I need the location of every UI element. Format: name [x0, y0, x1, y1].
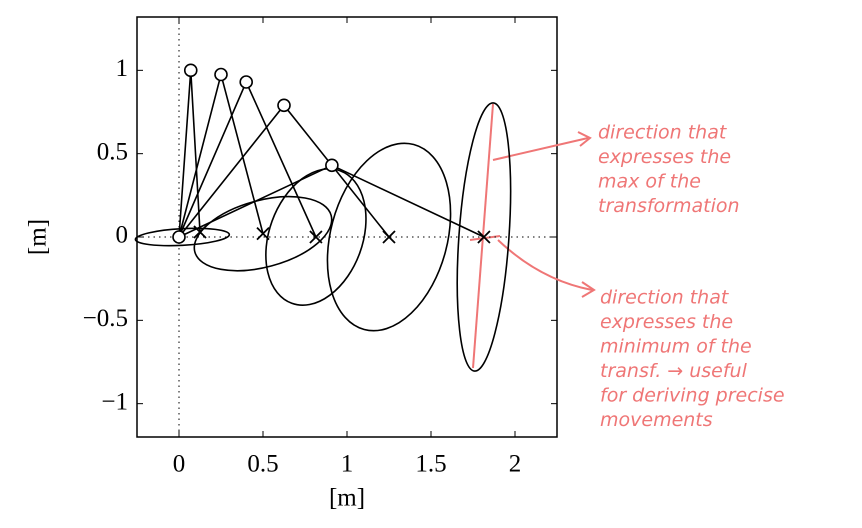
manipulability-ellipse	[265, 168, 367, 306]
y-axis-label: [m]	[25, 219, 52, 255]
x-tick-label: 1	[341, 451, 354, 478]
y-tick-label: 0	[116, 222, 129, 249]
x-tick-label: 1.5	[415, 451, 446, 478]
end-marker	[382, 230, 396, 244]
x-tick-label: 2	[509, 451, 522, 478]
elbow-marker	[325, 158, 339, 173]
annotation-arrows	[469, 103, 596, 369]
arrow-head	[577, 131, 592, 147]
arrow-head	[581, 281, 596, 298]
y-tick-label: 1	[116, 55, 129, 82]
elbow-marker	[239, 75, 253, 89]
annotation-line: direction that	[600, 287, 730, 309]
x-tick-label: 0.5	[247, 451, 278, 478]
elbow-marker	[183, 63, 198, 78]
manipulability-ellipse	[456, 102, 512, 372]
annotation-line: max of the	[598, 171, 701, 193]
end-marker	[477, 230, 491, 244]
x-tick-label: 0	[173, 451, 186, 478]
annotation-line: movements	[600, 409, 713, 431]
annotation-line: transf. → useful	[600, 360, 748, 382]
arrow	[497, 239, 593, 291]
end-marker	[193, 225, 207, 239]
annotation-line: direction that	[598, 122, 728, 144]
annotation-line: expresses the	[598, 146, 731, 168]
x-axis-label: [m]	[329, 485, 365, 512]
end-marker	[256, 227, 270, 241]
base-marker	[172, 230, 186, 244]
y-tick-label: −1	[101, 388, 128, 415]
y-tick-label: −0.5	[83, 305, 128, 332]
elbow-marker	[214, 67, 228, 82]
end-marker	[309, 230, 323, 244]
elbow-marker	[277, 98, 291, 113]
annotation-line: minimum of the	[600, 336, 752, 358]
y-tick-label: 0.5	[97, 138, 128, 165]
annotation-line: transformation	[598, 195, 740, 217]
manipulability-ellipse	[326, 142, 452, 332]
annotation-line: expresses the	[600, 311, 733, 333]
annotation-line: for deriving precise	[600, 385, 785, 407]
